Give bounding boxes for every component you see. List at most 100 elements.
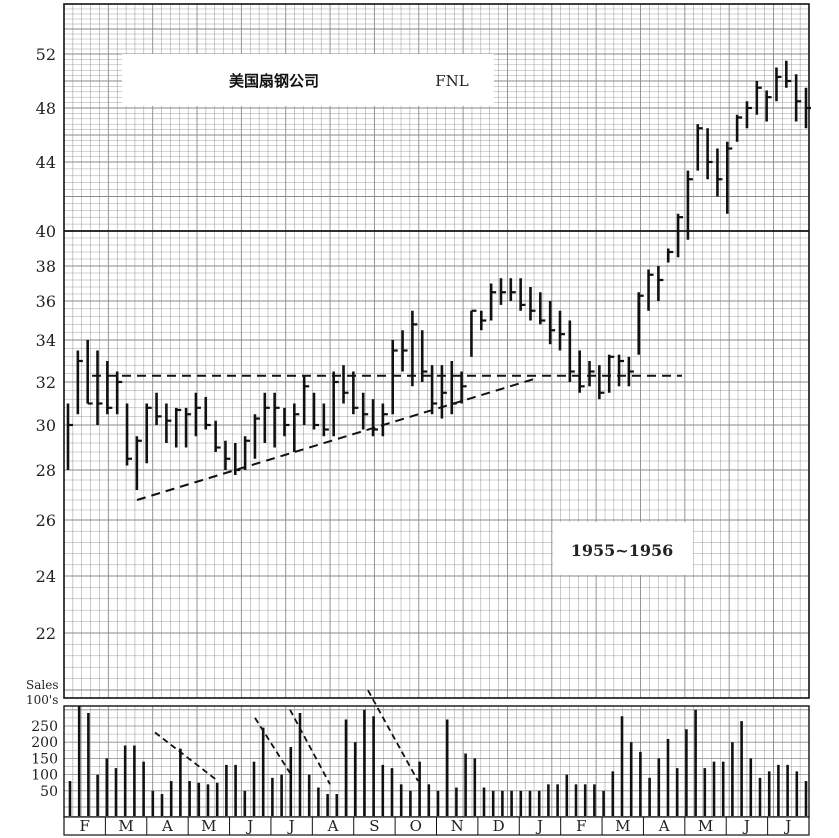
month-label: F [79, 817, 89, 835]
price-bar [106, 361, 113, 415]
price-bar [539, 292, 546, 325]
price-bar [174, 407, 182, 448]
volume-axis-label-sales: Sales [26, 678, 58, 692]
y-tick-label: 34 [36, 331, 56, 350]
price-bar [86, 340, 93, 405]
month-label: J [287, 817, 295, 835]
price-bar [470, 309, 477, 357]
price-bar [194, 392, 201, 437]
price-bar [735, 114, 743, 142]
volume-tick-label: 150 [31, 751, 58, 767]
month-label: O [410, 817, 422, 835]
y-tick-label: 38 [36, 257, 56, 276]
month-label: D [493, 817, 505, 835]
price-bar [755, 81, 762, 115]
price-bar [765, 90, 772, 122]
price-bar [312, 392, 319, 430]
month-label: M [118, 817, 133, 835]
y-tick-label: 28 [36, 461, 56, 480]
price-bar [568, 320, 575, 382]
volume-tick-label: 50 [40, 784, 58, 800]
y-tick-label: 52 [36, 45, 56, 64]
price-bar [686, 170, 693, 240]
price-bar [794, 74, 802, 122]
month-label: J [783, 817, 791, 835]
price-bar [155, 392, 162, 425]
volume-tick-label: 100 [31, 768, 58, 784]
price-bar [184, 407, 192, 448]
price-bar [519, 278, 526, 311]
price-bar [627, 356, 634, 387]
price-bar [647, 269, 654, 311]
volume-tick-label: 200 [31, 735, 58, 751]
price-bar [135, 436, 142, 490]
volume-downtrend-line [289, 709, 331, 785]
volume-bars [68, 706, 808, 816]
support-line [136, 376, 539, 501]
y-tick-label: 48 [36, 99, 56, 118]
month-label: S [369, 817, 379, 835]
month-label: F [576, 817, 586, 835]
price-bar [391, 340, 398, 415]
price-bars [66, 60, 811, 490]
price-bar [371, 399, 379, 437]
ticker-label: FNL [435, 72, 469, 90]
price-bar [243, 436, 251, 470]
month-label: A [658, 817, 670, 835]
month-label: J [245, 817, 253, 835]
price-bar [676, 213, 684, 258]
price-bar [342, 365, 349, 404]
price-bar [253, 414, 260, 459]
month-label: M [201, 817, 216, 835]
month-label: M [615, 817, 630, 835]
price-bar [145, 403, 152, 464]
price-bar [745, 101, 752, 129]
period-label: 1955~1956 [571, 541, 673, 560]
month-label: A [161, 817, 173, 835]
price-bar [440, 365, 447, 419]
volume-downtrend-line [367, 689, 419, 782]
volume-downtrend-line [154, 731, 219, 782]
trend-lines [92, 374, 682, 785]
price-panel-frame [63, 3, 810, 699]
price-bar [548, 301, 556, 345]
price-bar [479, 310, 487, 331]
price-bar [361, 392, 369, 430]
period-box-background [553, 522, 693, 575]
title-box: 美国扇钢公司 FNL [122, 54, 494, 106]
price-grid [63, 3, 810, 698]
volume-downtrend-line [254, 717, 291, 774]
month-label: J [742, 817, 750, 835]
price-bar [352, 371, 359, 415]
period-box: 1955~1956 [553, 522, 693, 575]
y-tick-label: 40 [36, 222, 56, 241]
price-bar [460, 371, 467, 404]
price-bar [96, 350, 103, 425]
title-box-background [122, 54, 494, 106]
y-tick-label: 36 [36, 292, 56, 311]
price-bar [430, 365, 438, 415]
price-bar [607, 354, 615, 393]
y-tick-label: 32 [36, 373, 56, 392]
y-tick-label: 24 [36, 567, 56, 586]
month-label: M [698, 817, 713, 835]
price-bar [293, 403, 300, 452]
volume-axis-label-units: 100's [26, 693, 58, 707]
price-bar [696, 124, 703, 171]
y-tick-label: 30 [36, 416, 56, 435]
price-bar [489, 283, 497, 321]
price-bar [499, 278, 506, 305]
y-tick-label: 26 [36, 511, 56, 530]
price-bar [637, 292, 644, 355]
price-axis-ticks: 22 24 26 28 30 32 34 36 38 40 44 48 52 [36, 45, 56, 643]
price-bar [263, 392, 270, 443]
price-bar [558, 310, 565, 351]
y-tick-label: 44 [36, 153, 56, 172]
price-bar [302, 375, 310, 425]
price-bar [716, 148, 723, 197]
y-tick-label: 22 [36, 624, 56, 643]
price-bar [725, 141, 733, 214]
price-bar [322, 403, 329, 437]
price-bar [785, 60, 792, 88]
